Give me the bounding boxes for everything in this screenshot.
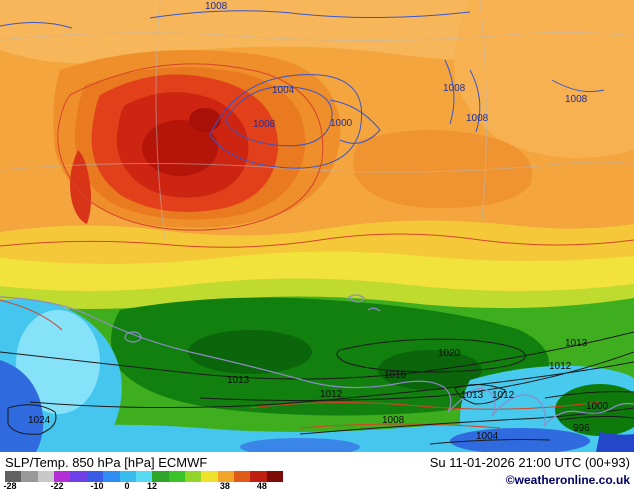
isobar-lines-black <box>0 331 634 445</box>
scale-segment <box>119 471 136 482</box>
temp-scale-ticks: -28 -22 -10 0 12 38 48 <box>3 481 283 490</box>
scale-segment <box>250 471 267 482</box>
map-datetime: Su 11-01-2026 21:00 UTC (00+93) <box>429 455 630 470</box>
scale-tick: -10 <box>90 481 104 490</box>
scale-tick: 38 <box>219 481 230 490</box>
scale-segment <box>234 471 251 482</box>
scale-tick: -22 <box>50 481 64 490</box>
scale-segment <box>201 471 218 482</box>
temp-scale-bar <box>5 471 284 482</box>
copyright-label: ©weatheronline.co.uk <box>505 473 630 487</box>
scale-tick: 48 <box>256 481 267 490</box>
scale-segment <box>103 471 120 482</box>
scale-segment <box>54 471 71 482</box>
scale-segment <box>184 471 202 482</box>
scale-segment <box>152 471 169 482</box>
coastline-path <box>0 294 634 427</box>
scale-tick: 0 <box>124 481 130 490</box>
scale-segment <box>37 471 55 482</box>
scale-segment <box>217 471 235 482</box>
isobar-lines-blue <box>0 10 605 169</box>
scale-segment <box>266 471 284 482</box>
map-title: SLP/Temp. 850 hPa [hPa] ECMWF <box>5 455 208 470</box>
weather-map <box>0 0 634 452</box>
temp-contours-red <box>0 63 634 429</box>
legend-bar: SLP/Temp. 850 hPa [hPa] ECMWF Su 11-01-2… <box>0 452 634 490</box>
scale-segment <box>5 471 22 482</box>
scale-segment <box>70 471 87 482</box>
scale-segment <box>168 471 185 482</box>
map-area: 1008 1004 1008 1000 1008 1008 1008 1020 1013 1012… <box>0 0 634 452</box>
scale-segment <box>135 471 153 482</box>
scale-tick: -28 <box>3 481 17 490</box>
graticule-lines <box>0 0 634 241</box>
scale-segment <box>86 471 104 482</box>
scale-segment <box>21 471 38 482</box>
scale-tick: 12 <box>147 481 158 490</box>
